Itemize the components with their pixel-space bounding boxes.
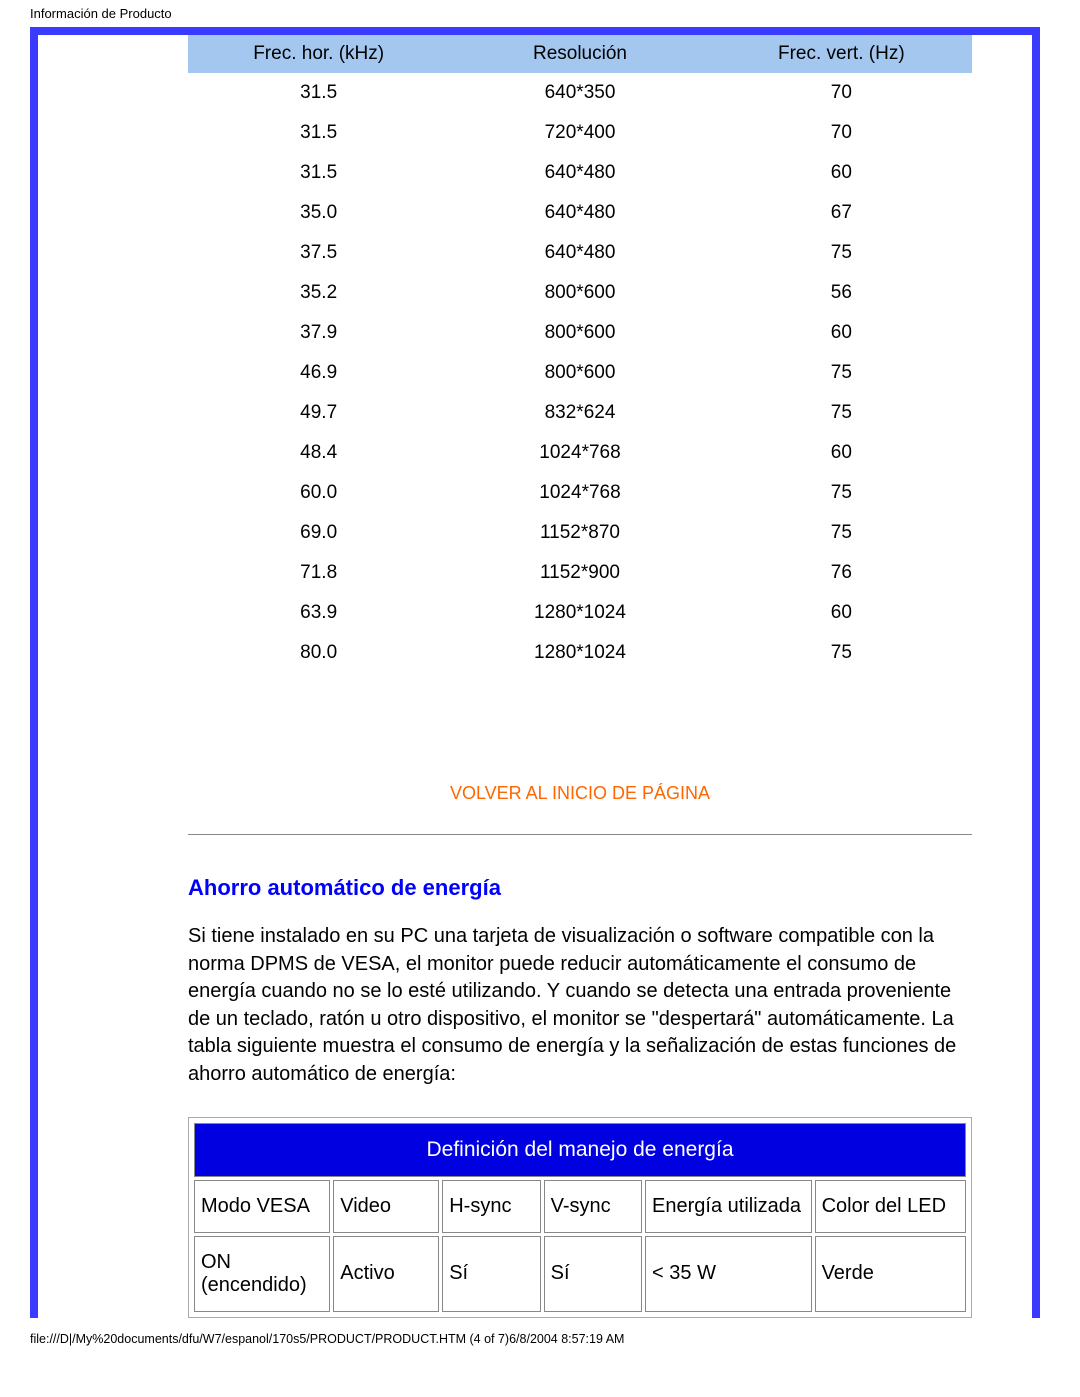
col-header-hsync: H-sync — [442, 1180, 540, 1233]
cell-resolution: 640*480 — [449, 153, 710, 193]
col-header-led: Color del LED — [815, 1180, 966, 1233]
table-row: 71.81152*90076 — [188, 553, 972, 593]
cell-resolution: 1024*768 — [449, 473, 710, 513]
col-header-hfreq: Frec. hor. (kHz) — [188, 35, 449, 73]
table-row: 80.01280*102475 — [188, 633, 972, 673]
cell-video: Activo — [333, 1236, 439, 1312]
power-table-title-row: Definición del manejo de energía — [194, 1123, 966, 1177]
cell-resolution: 1152*870 — [449, 513, 710, 553]
cell-hfreq: 46.9 — [188, 353, 449, 393]
table-row: 37.9800*60060 — [188, 313, 972, 353]
table-row: 31.5720*40070 — [188, 113, 972, 153]
table-row: 31.5640*48060 — [188, 153, 972, 193]
cell-vsync: Sí — [544, 1236, 642, 1312]
cell-hfreq: 35.2 — [188, 273, 449, 313]
cell-resolution: 1152*900 — [449, 553, 710, 593]
cell-resolution: 640*480 — [449, 193, 710, 233]
cell-resolution: 800*600 — [449, 353, 710, 393]
table-row: 35.0640*48067 — [188, 193, 972, 233]
table-row: 69.01152*87075 — [188, 513, 972, 553]
cell-vfreq: 60 — [711, 593, 972, 633]
cell-resolution: 1280*1024 — [449, 633, 710, 673]
power-table-title: Definición del manejo de energía — [194, 1123, 966, 1177]
table-row: 46.9800*60075 — [188, 353, 972, 393]
cell-vfreq: 70 — [711, 113, 972, 153]
cell-vfreq: 75 — [711, 513, 972, 553]
cell-mode: ON (encendido) — [194, 1236, 330, 1312]
cell-vfreq: 75 — [711, 233, 972, 273]
cell-resolution: 800*600 — [449, 313, 710, 353]
cell-resolution: 640*350 — [449, 73, 710, 113]
table-row: 48.41024*76860 — [188, 433, 972, 473]
cell-hfreq: 31.5 — [188, 73, 449, 113]
cell-hfreq: 60.0 — [188, 473, 449, 513]
cell-hfreq: 63.9 — [188, 593, 449, 633]
cell-hfreq: 31.5 — [188, 153, 449, 193]
section-heading-power-saving: Ahorro automático de energía — [188, 875, 972, 901]
cell-vfreq: 76 — [711, 553, 972, 593]
power-table-header-row: Modo VESA Video H-sync V-sync Energía ut… — [194, 1180, 966, 1233]
cell-vfreq: 75 — [711, 353, 972, 393]
power-management-table: Definición del manejo de energía Modo VE… — [188, 1117, 972, 1318]
cell-resolution: 720*400 — [449, 113, 710, 153]
cell-resolution: 640*480 — [449, 233, 710, 273]
cell-vfreq: 67 — [711, 193, 972, 233]
cell-resolution: 800*600 — [449, 273, 710, 313]
col-header-vsync: V-sync — [544, 1180, 642, 1233]
cell-vfreq: 60 — [711, 153, 972, 193]
cell-vfreq: 75 — [711, 393, 972, 433]
cell-vfreq: 75 — [711, 473, 972, 513]
cell-power: < 35 W — [645, 1236, 812, 1312]
cell-hfreq: 69.0 — [188, 513, 449, 553]
cell-hfreq: 71.8 — [188, 553, 449, 593]
cell-vfreq: 60 — [711, 433, 972, 473]
footer-file-path: file:///D|/My%20documents/dfu/W7/espanol… — [0, 1318, 1080, 1356]
cell-vfreq: 60 — [711, 313, 972, 353]
col-header-power: Energía utilizada — [645, 1180, 812, 1233]
cell-hfreq: 37.5 — [188, 233, 449, 273]
section-divider — [188, 834, 972, 835]
cell-resolution: 1024*768 — [449, 433, 710, 473]
resolution-table-body: 31.5640*35070 31.5720*40070 31.5640*4806… — [188, 73, 972, 673]
cell-led: Verde — [815, 1236, 966, 1312]
col-header-mode: Modo VESA — [194, 1180, 330, 1233]
section-paragraph: Si tiene instalado en su PC una tarjeta … — [188, 923, 972, 1089]
cell-hfreq: 48.4 — [188, 433, 449, 473]
col-header-resolution: Resolución — [449, 35, 710, 73]
col-header-video: Video — [333, 1180, 439, 1233]
table-row: 31.5640*35070 — [188, 73, 972, 113]
cell-vfreq: 56 — [711, 273, 972, 313]
table-row: 63.91280*102460 — [188, 593, 972, 633]
table-row: 37.5640*48075 — [188, 233, 972, 273]
inner-frame: Frec. hor. (kHz) Resolución Frec. vert. … — [38, 35, 1032, 1318]
cell-hfreq: 35.0 — [188, 193, 449, 233]
resolution-table: Frec. hor. (kHz) Resolución Frec. vert. … — [188, 35, 972, 673]
cell-vfreq: 70 — [711, 73, 972, 113]
resolution-table-header-row: Frec. hor. (kHz) Resolución Frec. vert. … — [188, 35, 972, 73]
table-row: 35.2800*60056 — [188, 273, 972, 313]
cell-resolution: 832*624 — [449, 393, 710, 433]
table-row: ON (encendido) Activo Sí Sí < 35 W Verde — [194, 1236, 966, 1312]
table-row: 60.01024*76875 — [188, 473, 972, 513]
cell-hfreq: 49.7 — [188, 393, 449, 433]
cell-hsync: Sí — [442, 1236, 540, 1312]
cell-hfreq: 37.9 — [188, 313, 449, 353]
outer-frame: Frec. hor. (kHz) Resolución Frec. vert. … — [30, 27, 1040, 1318]
col-header-vfreq: Frec. vert. (Hz) — [711, 35, 972, 73]
cell-hfreq: 80.0 — [188, 633, 449, 673]
table-row: 49.7832*62475 — [188, 393, 972, 433]
back-to-top-link[interactable]: VOLVER AL INICIO DE PÁGINA — [188, 783, 972, 804]
page-header: Información de Producto — [0, 0, 1080, 27]
cell-vfreq: 75 — [711, 633, 972, 673]
content-column: Frec. hor. (kHz) Resolución Frec. vert. … — [188, 35, 972, 1318]
cell-resolution: 1280*1024 — [449, 593, 710, 633]
cell-hfreq: 31.5 — [188, 113, 449, 153]
